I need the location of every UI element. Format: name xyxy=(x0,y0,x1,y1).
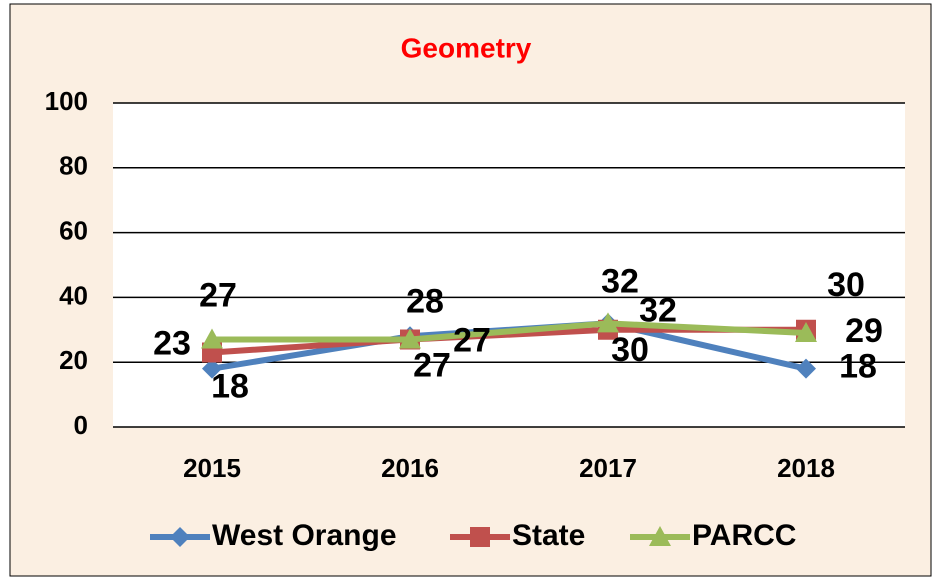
x-tick-label: 2017 xyxy=(579,453,637,483)
plot-area xyxy=(113,103,905,427)
x-tick-label: 2018 xyxy=(777,453,835,483)
data-label: 27 xyxy=(199,277,237,315)
y-tick-label: 100 xyxy=(45,86,88,116)
y-tick-label: 40 xyxy=(59,280,88,310)
data-label: 32 xyxy=(639,291,677,329)
y-tick-label: 20 xyxy=(59,345,88,375)
series-line xyxy=(212,320,807,343)
data-label: 30 xyxy=(611,331,649,369)
data-label: 27 xyxy=(453,322,491,360)
y-tick-label: 60 xyxy=(59,215,88,245)
data-label: 29 xyxy=(845,312,883,350)
legend-marker xyxy=(470,527,490,547)
point-marker xyxy=(597,312,619,333)
point-marker xyxy=(796,358,816,379)
y-tick-label: 80 xyxy=(59,151,88,181)
point-marker xyxy=(795,322,817,343)
data-label: 23 xyxy=(153,324,191,362)
legend-marker xyxy=(170,527,190,547)
legend-label: West Orange xyxy=(212,519,397,552)
point-marker xyxy=(399,328,421,349)
y-tick-label: 0 xyxy=(74,410,88,440)
legend-label: PARCC xyxy=(692,519,796,552)
x-tick-label: 2015 xyxy=(183,453,241,483)
point-marker xyxy=(202,358,222,379)
x-tick-label: 2016 xyxy=(381,453,439,483)
data-label: 18 xyxy=(839,348,877,386)
legend-marker xyxy=(649,526,671,546)
data-label: 28 xyxy=(406,282,444,320)
data-label: 32 xyxy=(601,262,639,300)
data-label: 18 xyxy=(211,368,249,406)
chart-title: Geometry xyxy=(401,32,532,63)
data-label: 27 xyxy=(413,347,451,385)
data-label: 30 xyxy=(827,266,865,304)
point-marker xyxy=(201,328,223,349)
legend-label: State xyxy=(512,519,585,552)
